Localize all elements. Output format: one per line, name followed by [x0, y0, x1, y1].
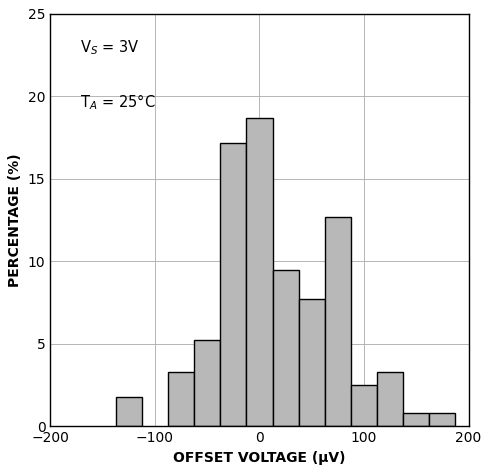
- Bar: [116, 396, 142, 426]
- Text: T$_A$ = 25°C: T$_A$ = 25°C: [80, 92, 155, 112]
- Bar: [194, 341, 221, 426]
- Bar: [168, 372, 194, 426]
- Bar: [220, 142, 246, 426]
- Bar: [325, 217, 351, 426]
- Bar: [351, 385, 377, 426]
- Bar: [272, 270, 299, 426]
- Bar: [377, 372, 403, 426]
- Y-axis label: PERCENTAGE (%): PERCENTAGE (%): [8, 153, 23, 287]
- Bar: [429, 413, 456, 426]
- Text: V$_S$ = 3V: V$_S$ = 3V: [80, 39, 139, 57]
- Bar: [299, 299, 325, 426]
- Bar: [403, 413, 429, 426]
- Bar: [246, 118, 272, 426]
- X-axis label: OFFSET VOLTAGE (μV): OFFSET VOLTAGE (μV): [173, 451, 346, 464]
